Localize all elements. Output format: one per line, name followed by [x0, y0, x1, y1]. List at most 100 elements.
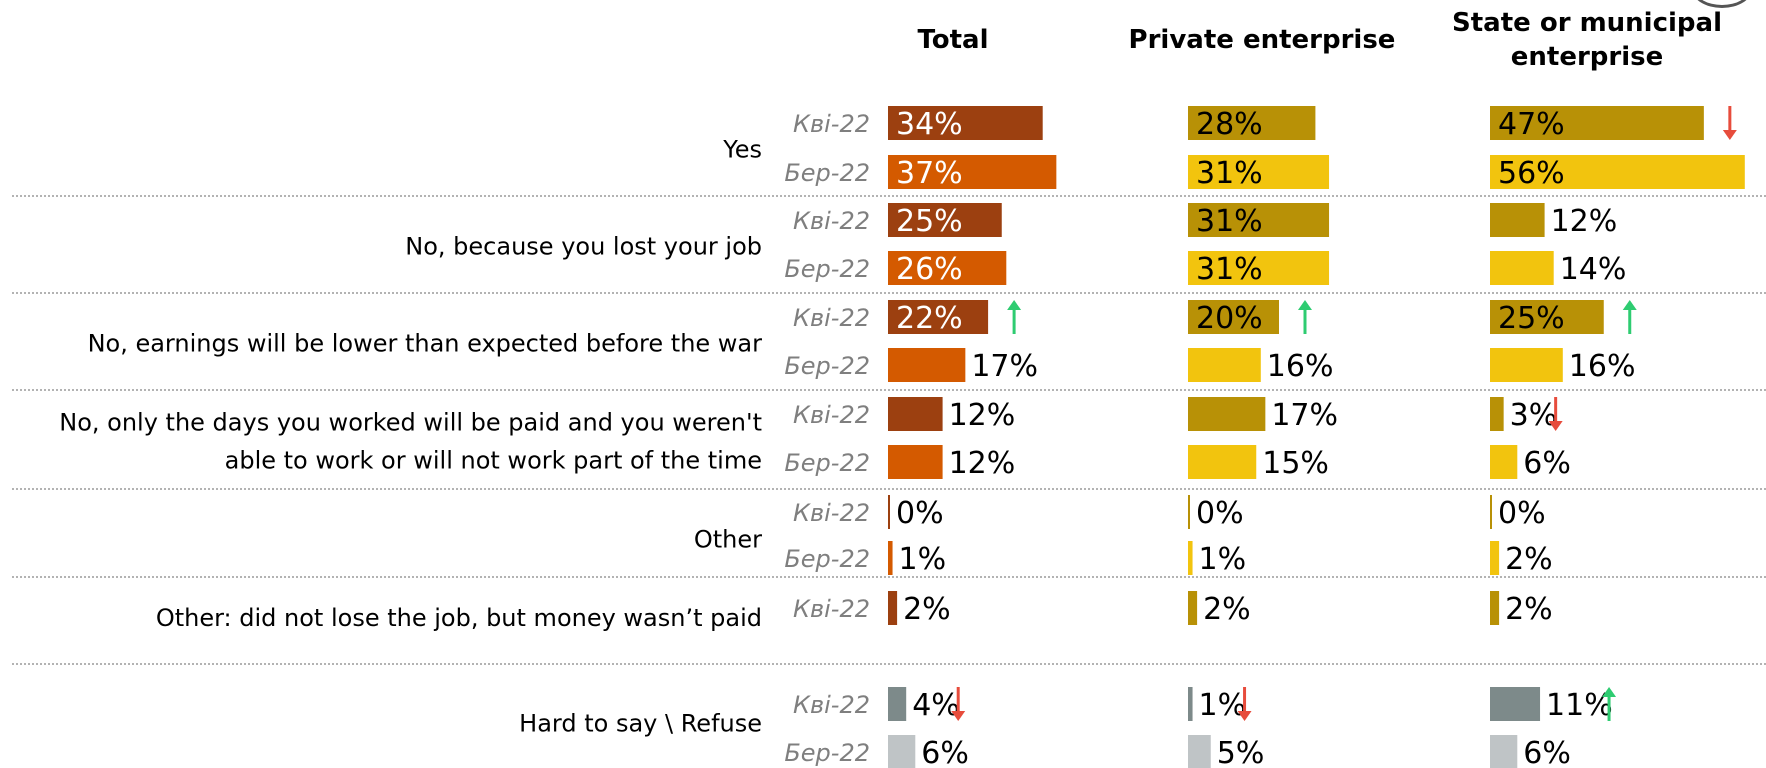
arrow-up-icon [1622, 300, 1637, 334]
period-label: Бер-22 [784, 255, 870, 283]
category-label-3: No, earnings will be lower than expected… [88, 330, 763, 358]
data-label: 1% [1199, 688, 1247, 723]
bar [1490, 155, 1745, 189]
data-label: 3% [1510, 398, 1558, 433]
data-label: 2% [1505, 592, 1553, 627]
bar [1188, 155, 1330, 189]
bar [1188, 687, 1193, 721]
bar [1490, 495, 1492, 529]
bar [888, 397, 943, 431]
category-label-6: Other: did not lose the job, but money w… [156, 604, 762, 632]
data-label: 22% [896, 301, 963, 336]
period-label: Бер-22 [784, 739, 870, 767]
bar [888, 106, 1043, 140]
bar [1490, 348, 1563, 382]
data-label: 0% [1498, 496, 1546, 531]
data-label: 5% [1217, 736, 1265, 768]
data-label: 12% [1551, 204, 1618, 239]
period-label: Кві-22 [793, 401, 870, 429]
bar [1188, 397, 1266, 431]
bar [888, 348, 966, 382]
arrow-down-icon [951, 687, 966, 721]
data-label: 37% [896, 156, 963, 191]
bar [1188, 445, 1257, 479]
bar [888, 155, 1057, 189]
period-label: Кві-22 [793, 691, 870, 719]
data-label: 12% [949, 446, 1016, 481]
bar [1490, 687, 1541, 721]
category-label-5: Other [694, 526, 762, 554]
arrow-down-icon [1237, 687, 1252, 721]
data-label: 31% [1196, 204, 1263, 239]
data-label: 2% [903, 592, 951, 627]
bar [888, 251, 1007, 285]
data-label: 1% [1199, 542, 1247, 577]
bar [888, 735, 916, 768]
data-label: 31% [1196, 252, 1263, 287]
bar [888, 687, 907, 721]
period-label: Кві-22 [793, 595, 870, 623]
bar [1490, 106, 1704, 140]
bar [1188, 735, 1211, 768]
bar [1188, 300, 1279, 334]
period-label: Кві-22 [793, 207, 870, 235]
bar [1490, 397, 1504, 431]
bar [888, 203, 1002, 237]
category-label-1: Yes [722, 136, 762, 164]
category-label-4: No, only the days you worked will be pai… [59, 409, 762, 475]
data-label: 20% [1196, 301, 1263, 336]
bar [1490, 591, 1500, 625]
arrow-down-icon [1548, 397, 1563, 431]
data-label: 0% [1196, 496, 1244, 531]
column-header-1: Total [917, 25, 988, 55]
bar [888, 591, 898, 625]
bar [1490, 251, 1554, 285]
period-label: Бер-22 [784, 545, 870, 573]
data-label: 0% [896, 496, 944, 531]
bar [888, 300, 989, 334]
data-label: 26% [896, 252, 963, 287]
period-label: Кві-22 [793, 499, 870, 527]
bar [1490, 541, 1500, 575]
period-label: Бер-22 [784, 449, 870, 477]
column-header-2: Private enterprise [1129, 25, 1396, 55]
data-label: 6% [1523, 446, 1571, 481]
data-label: 25% [1498, 301, 1565, 336]
arrow-up-icon [1007, 300, 1022, 334]
data-label: 2% [1203, 592, 1251, 627]
data-label: 6% [1523, 736, 1571, 768]
bar [1490, 300, 1604, 334]
bar [1188, 591, 1198, 625]
data-label: 17% [971, 349, 1038, 384]
period-label: Кві-22 [793, 304, 870, 332]
bar [1188, 348, 1261, 382]
data-label: 1% [899, 542, 947, 577]
data-label: 14% [1560, 252, 1627, 287]
data-label: 12% [949, 398, 1016, 433]
data-label: 2% [1505, 542, 1553, 577]
data-label: 11% [1546, 688, 1613, 723]
data-label: 31% [1196, 156, 1263, 191]
data-label: 15% [1262, 446, 1329, 481]
arrow-up-icon [1298, 300, 1312, 334]
period-label: Бер-22 [784, 159, 870, 187]
bar [888, 541, 893, 575]
bar [888, 445, 943, 479]
bar [1188, 203, 1330, 237]
bar [1490, 203, 1545, 237]
data-label: 4% [912, 688, 960, 723]
arrow-down-icon [1722, 106, 1737, 140]
data-label: 6% [921, 736, 969, 768]
period-label: Бер-22 [784, 352, 870, 380]
bar [1490, 735, 1518, 768]
period-label: Кві-22 [793, 110, 870, 138]
data-label: 28% [1196, 107, 1263, 142]
arrow-up-icon [1602, 687, 1617, 721]
data-label: 17% [1271, 398, 1338, 433]
bar [1490, 445, 1518, 479]
column-header-3: State or municipal enterprise [1452, 8, 1722, 72]
data-label: 56% [1498, 156, 1565, 191]
bar [1188, 251, 1330, 285]
data-label: 25% [896, 204, 963, 239]
data-label: 47% [1498, 107, 1565, 142]
